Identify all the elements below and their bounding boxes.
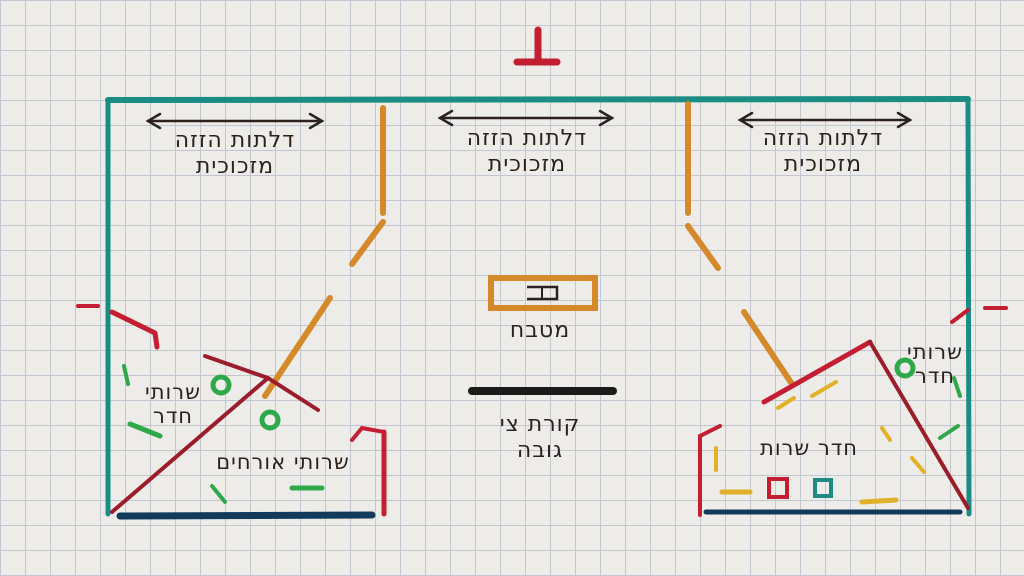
staff-restroom-label: שרותי חדר bbox=[128, 380, 218, 428]
double-arrow-icon bbox=[145, 112, 325, 130]
top-marker-icon bbox=[513, 26, 561, 66]
square-icon bbox=[767, 477, 789, 499]
square-icon bbox=[813, 478, 833, 498]
left-restroom-block bbox=[109, 309, 387, 520]
outer-walls bbox=[105, 96, 972, 517]
kitchen-label: מטבח bbox=[480, 318, 600, 344]
sliding-door-center-line2: מזכוכית bbox=[487, 152, 567, 177]
double-arrow-icon bbox=[437, 109, 615, 127]
sliding-door-left-line1: דלתות הזזה bbox=[174, 128, 296, 153]
partition-right bbox=[685, 101, 795, 387]
sliding-door-right-label: דלתות הזזה מזכוכית bbox=[728, 126, 918, 178]
sliding-door-center-line1: דלתות הזזה bbox=[466, 126, 588, 151]
right-service-block bbox=[698, 308, 970, 517]
high-counter-line1: קורת צי bbox=[499, 412, 581, 437]
double-arrow-icon bbox=[737, 111, 913, 129]
room-restroom-right-label: שרותי חדר bbox=[900, 340, 970, 388]
high-counter-label: קורת צי גובה bbox=[470, 412, 610, 464]
sliding-door-right-line1: דלתות הזזה bbox=[762, 126, 884, 151]
guest-restroom-label: שרותי אורחים bbox=[208, 450, 358, 474]
sliding-door-center-label: דלתות הזזה מזכוכית bbox=[432, 126, 622, 178]
staff-restroom-line2: חדר bbox=[152, 404, 194, 428]
high-counter-line2: גובה bbox=[516, 438, 564, 463]
room-restroom-right-line1: שרותי bbox=[907, 340, 963, 364]
staff-restroom-line1: שרותי bbox=[145, 380, 201, 404]
kitchen-text: מטבח bbox=[509, 318, 571, 343]
circle-icon bbox=[894, 357, 916, 379]
preparation-room-label: חדר שרות bbox=[734, 436, 884, 460]
table-icon bbox=[488, 275, 598, 311]
circle-icon bbox=[210, 374, 232, 396]
sliding-door-right-line2: מזכוכית bbox=[783, 152, 863, 177]
partition-left bbox=[262, 105, 386, 399]
circle-icon bbox=[259, 409, 281, 431]
guest-restroom-text: שרותי אורחים bbox=[216, 450, 350, 474]
sliding-door-left-label: דלתות הזזה מזכוכית bbox=[140, 128, 330, 180]
room-restroom-right-line2: חדר bbox=[914, 364, 956, 388]
sliding-door-left-line2: מזכוכית bbox=[195, 154, 275, 179]
preparation-room-text: חדר שרות bbox=[760, 436, 858, 460]
